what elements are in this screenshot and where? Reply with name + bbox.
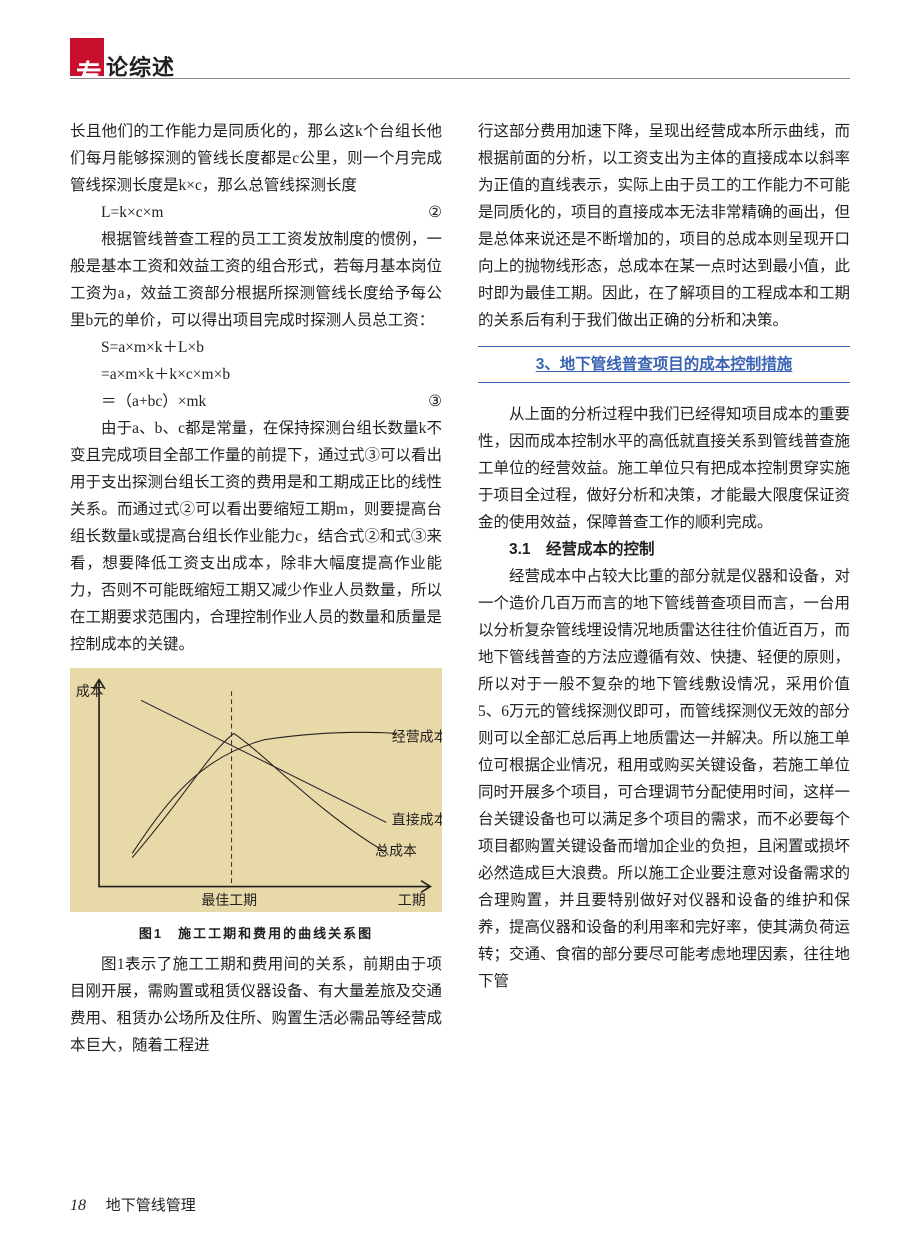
journal-title: 地下管线管理	[106, 1198, 196, 1214]
header-rule	[70, 78, 850, 79]
figure-svg: 成本工期 最佳工期 总成本 直接成本 经营成本	[70, 668, 442, 912]
body-text: 由于a、b、c都是常量，在保持探测台组长数量k不变且完成项目全部工作量的前提下，…	[70, 415, 442, 658]
section-3-heading: 3、地下管线普查项目的成本控制措施	[478, 346, 850, 383]
svg-text:成本: 成本	[76, 684, 104, 700]
section-header-tab: 专 论综述	[70, 48, 850, 92]
svg-text:工期: 工期	[398, 893, 426, 909]
equation-body: ＝（a+bc）×mk	[101, 388, 206, 415]
body-text: 从上面的分析过程中我们已经得知项目成本的重要性，因而成本控制水平的高低就直接关系…	[478, 401, 850, 536]
equation-number: ②	[428, 199, 442, 226]
equation-number: ③	[428, 388, 442, 415]
page-footer: 18 地下管线管理	[70, 1194, 196, 1215]
svg-text:经营成本: 经营成本	[392, 730, 442, 746]
equation-2: L=k×c×m ②	[70, 199, 442, 226]
column-right: 行这部分费用加速下降，呈现出经营成本所示曲线，而根据前面的分析，以工资支出为主体…	[478, 118, 850, 1059]
body-text: 根据管线普查工程的员工工资发放制度的惯例，一般是基本工资和效益工资的组合形式，若…	[70, 226, 442, 334]
body-text: 行这部分费用加速下降，呈现出经营成本所示曲线，而根据前面的分析，以工资支出为主体…	[478, 118, 850, 334]
equation-body: L=k×c×m	[101, 199, 163, 226]
body-text: 经营成本中占较大比重的部分就是仪器和设备，对一个造价几百万而言的地下管线普查项目…	[478, 563, 850, 995]
svg-text:总成本: 总成本	[375, 844, 417, 860]
page-number: 18	[70, 1197, 86, 1214]
svg-text:直接成本: 直接成本	[392, 811, 442, 828]
subsection-3-1-heading: 3.1 经营成本的控制	[478, 536, 850, 563]
body-text: 长且他们的工作能力是同质化的，那么这k个台组长他们每月能够探测的管线长度都是c公…	[70, 118, 442, 199]
equation-3b: =a×m×k＋k×c×m×b	[70, 361, 442, 388]
tab-first-char: 专	[76, 54, 102, 91]
figure-1: 成本工期 最佳工期 总成本 直接成本 经营成本 图1 施工工期和费用的曲线关系图	[70, 668, 442, 947]
column-left: 长且他们的工作能力是同质化的，那么这k个台组长他们每月能够探测的管线长度都是c公…	[70, 118, 442, 1059]
body-text: 图1表示了施工工期和费用间的关系，前期由于项目刚开展，需购置或租赁仪器设备、有大…	[70, 951, 442, 1059]
equation-3c: ＝（a+bc）×mk ③	[70, 388, 442, 415]
equation-3a: S=a×m×k＋L×b	[70, 334, 442, 361]
figure-caption: 图1 施工工期和费用的曲线关系图	[70, 920, 442, 947]
svg-text:最佳工期: 最佳工期	[201, 893, 257, 909]
